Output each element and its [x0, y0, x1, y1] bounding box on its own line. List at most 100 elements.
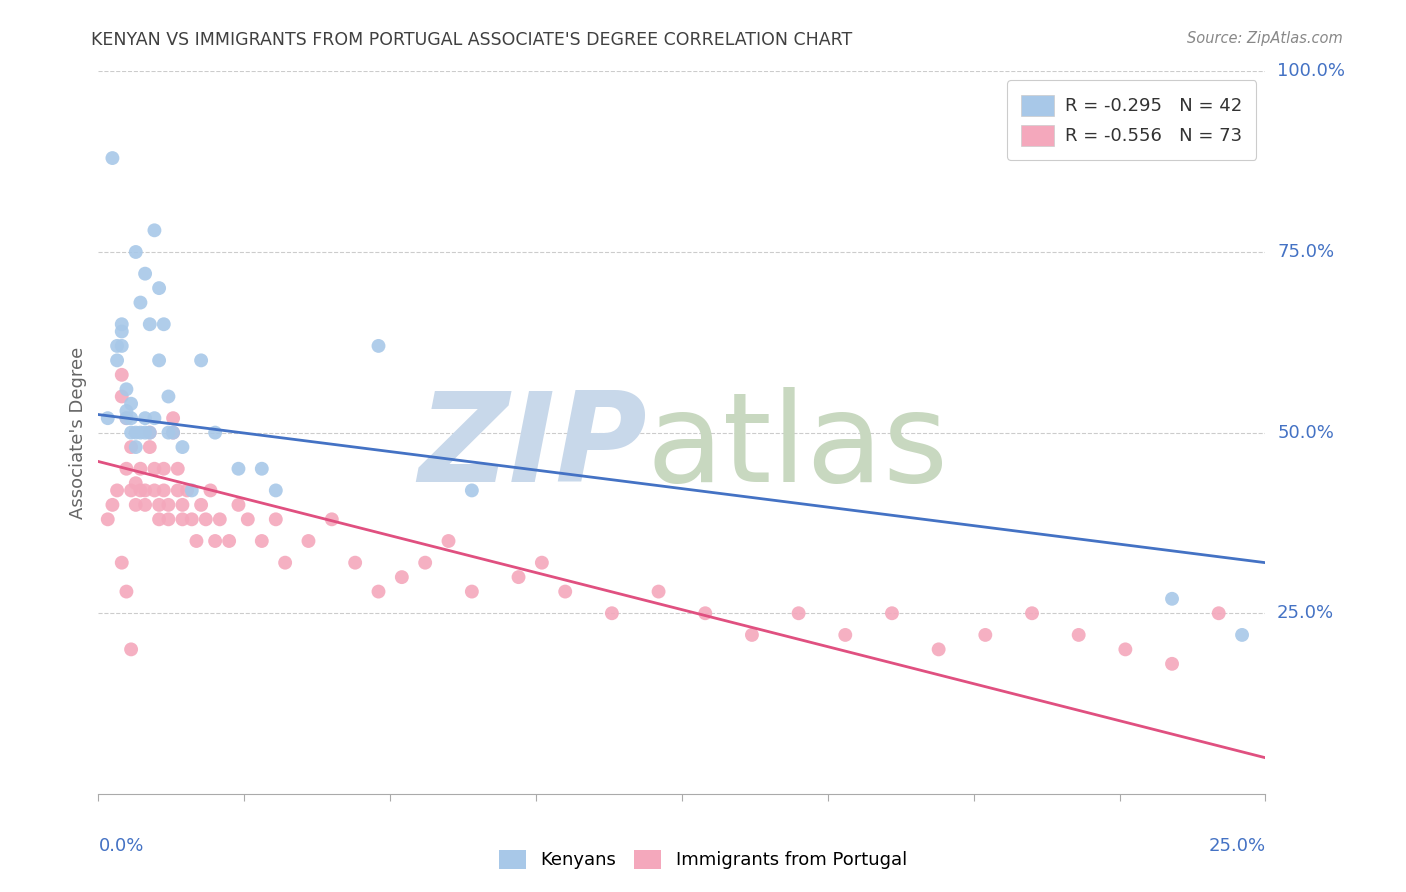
Point: [157, 512, 180, 526]
Point: [120, 642, 142, 657]
Point: [204, 425, 226, 440]
Text: 50.0%: 50.0%: [1277, 424, 1334, 442]
Point: [139, 425, 162, 440]
Point: [787, 607, 810, 621]
Point: [134, 425, 156, 440]
Point: [297, 533, 319, 548]
Point: [190, 498, 212, 512]
Point: [111, 389, 134, 403]
Point: [143, 483, 166, 498]
Point: [166, 483, 188, 498]
Point: [97, 411, 120, 425]
Point: [115, 382, 138, 396]
Point: [344, 556, 367, 570]
Point: [157, 498, 180, 512]
Point: [228, 462, 250, 476]
Point: [148, 498, 170, 512]
Text: 25.0%: 25.0%: [1277, 604, 1334, 623]
Point: [111, 339, 134, 353]
Point: [162, 425, 184, 440]
Point: [125, 440, 148, 454]
Point: [111, 325, 134, 339]
Point: [157, 425, 180, 440]
Point: [152, 318, 174, 332]
Point: [695, 607, 717, 621]
Point: [101, 498, 124, 512]
Legend: Kenyans, Immigrants from Portugal: Kenyans, Immigrants from Portugal: [489, 841, 917, 879]
Point: [741, 628, 763, 642]
Point: [115, 411, 138, 425]
Point: [162, 411, 184, 425]
Point: [125, 498, 148, 512]
Point: [880, 607, 903, 621]
Point: [115, 404, 138, 418]
Text: 25.0%: 25.0%: [1208, 838, 1265, 855]
Point: [148, 281, 170, 295]
Point: [166, 462, 188, 476]
Point: [139, 440, 162, 454]
Point: [120, 425, 142, 440]
Point: [367, 584, 389, 599]
Point: [190, 353, 212, 368]
Point: [834, 628, 856, 642]
Point: [200, 483, 222, 498]
Y-axis label: Associate's Degree: Associate's Degree: [69, 346, 87, 519]
Point: [129, 295, 152, 310]
Point: [236, 512, 259, 526]
Point: [974, 628, 997, 642]
Point: [172, 440, 194, 454]
Text: Source: ZipAtlas.com: Source: ZipAtlas.com: [1187, 31, 1343, 46]
Point: [157, 389, 180, 403]
Point: [143, 462, 166, 476]
Point: [148, 512, 170, 526]
Point: [218, 533, 240, 548]
Point: [115, 584, 138, 599]
Point: [367, 339, 389, 353]
Point: [204, 533, 226, 548]
Point: [105, 339, 128, 353]
Point: [101, 151, 124, 165]
Point: [120, 440, 142, 454]
Point: [111, 368, 134, 382]
Point: [134, 483, 156, 498]
Point: [264, 483, 287, 498]
Point: [461, 584, 484, 599]
Point: [134, 267, 156, 281]
Point: [1161, 657, 1184, 671]
Point: [250, 533, 273, 548]
Text: atlas: atlas: [647, 386, 949, 508]
Point: [111, 318, 134, 332]
Point: [928, 642, 950, 657]
Point: [125, 476, 148, 491]
Point: [1230, 628, 1253, 642]
Point: [321, 512, 343, 526]
Point: [139, 318, 162, 332]
Point: [437, 533, 460, 548]
Point: [143, 411, 166, 425]
Point: [129, 462, 152, 476]
Point: [554, 584, 576, 599]
Point: [264, 512, 287, 526]
Point: [508, 570, 530, 584]
Text: KENYAN VS IMMIGRANTS FROM PORTUGAL ASSOCIATE'S DEGREE CORRELATION CHART: KENYAN VS IMMIGRANTS FROM PORTUGAL ASSOC…: [91, 31, 852, 49]
Point: [208, 512, 231, 526]
Point: [125, 425, 148, 440]
Point: [461, 483, 484, 498]
Point: [111, 556, 134, 570]
Point: [180, 512, 202, 526]
Point: [115, 462, 138, 476]
Point: [105, 353, 128, 368]
Point: [120, 397, 142, 411]
Point: [186, 533, 208, 548]
Point: [148, 353, 170, 368]
Point: [391, 570, 413, 584]
Point: [1161, 591, 1184, 606]
Point: [274, 556, 297, 570]
Point: [600, 607, 623, 621]
Point: [1114, 642, 1136, 657]
Point: [413, 556, 436, 570]
Point: [194, 512, 217, 526]
Text: 75.0%: 75.0%: [1277, 243, 1334, 261]
Point: [176, 483, 198, 498]
Text: 100.0%: 100.0%: [1277, 62, 1346, 80]
